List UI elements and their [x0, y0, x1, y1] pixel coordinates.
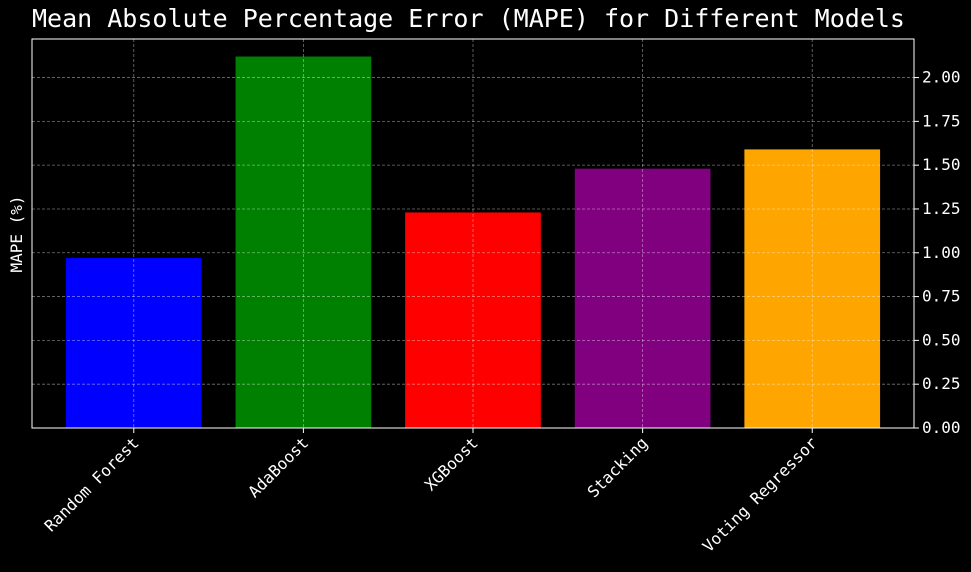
y-tick-label: 1.75	[922, 111, 961, 130]
bar-xgboost	[405, 212, 541, 428]
bar-layer	[32, 39, 914, 428]
y-tick-label: 0.50	[922, 330, 961, 349]
x-tick-label: AdaBoost	[244, 433, 312, 501]
x-tick-label: XGBoost	[421, 433, 482, 494]
y-tick-label: 0.25	[922, 374, 961, 393]
bar-adaboost	[235, 56, 372, 428]
y-axis-label: MAPE (%)	[7, 195, 26, 272]
y-tick-label: 0.75	[922, 287, 961, 306]
y-tick-label: 0.00	[922, 418, 961, 437]
x-tick-label: Voting Regressor	[699, 433, 822, 556]
x-tick-label: Random Forest	[41, 433, 143, 535]
bar-random-forest	[65, 258, 202, 428]
y-tick-label: 1.25	[922, 199, 961, 218]
y-tick-label: 2.00	[922, 68, 961, 87]
x-tick-label: Stacking	[584, 433, 652, 501]
bar-stacking	[574, 168, 711, 428]
bar-voting-regressor	[744, 149, 881, 428]
y-tick-label: 1.50	[922, 155, 961, 174]
chart-title: Mean Absolute Percentage Error (MAPE) fo…	[32, 4, 905, 33]
y-tick-label: 1.00	[922, 243, 961, 262]
